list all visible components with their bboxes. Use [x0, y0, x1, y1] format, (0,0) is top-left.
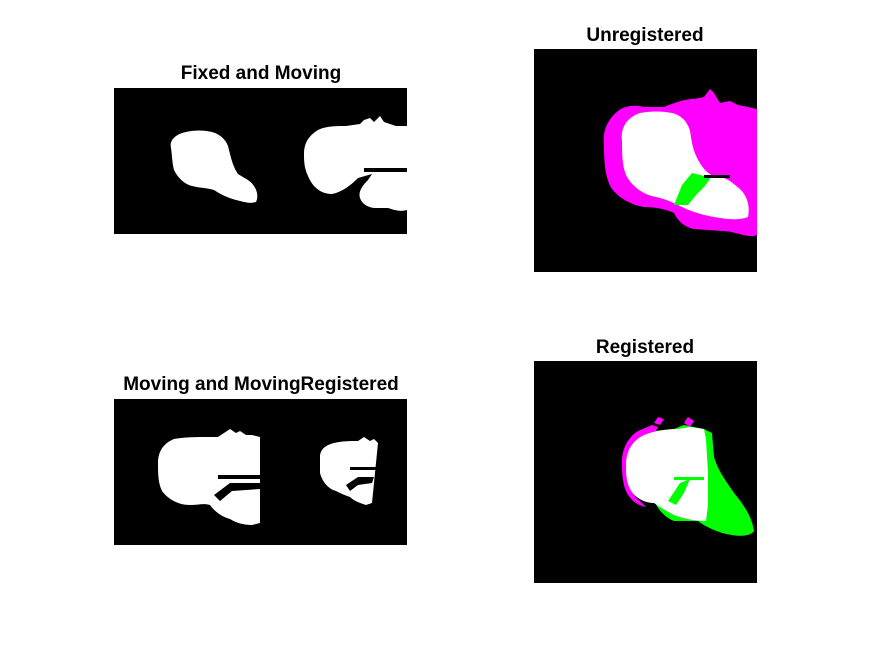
panel-title-registered: Registered	[595, 337, 695, 358]
fixed-only-region	[674, 173, 710, 205]
panel-title-fixed-moving: Fixed and Moving	[180, 63, 342, 84]
panel-title-moving-registered: Moving and MovingRegistered	[123, 374, 399, 395]
moving-blob	[304, 116, 407, 211]
image-fixed-and-moving	[114, 88, 407, 234]
moving-only-region-registered	[622, 425, 658, 507]
overlay-registered	[622, 417, 754, 536]
image-moving-and-registered	[114, 399, 407, 545]
overlay-unregistered	[603, 89, 757, 237]
overlap-region-registered	[626, 427, 708, 521]
moving-registered-blob	[320, 437, 378, 505]
fixed-blob	[170, 130, 258, 203]
panel-title-unregistered: Unregistered	[586, 25, 704, 46]
moving-blob-left	[158, 429, 260, 525]
montage-moving-registered	[158, 429, 378, 525]
overlap-region	[621, 111, 749, 220]
image-registered	[534, 361, 757, 583]
montage-fixed-moving	[170, 116, 407, 211]
image-unregistered	[534, 49, 757, 272]
